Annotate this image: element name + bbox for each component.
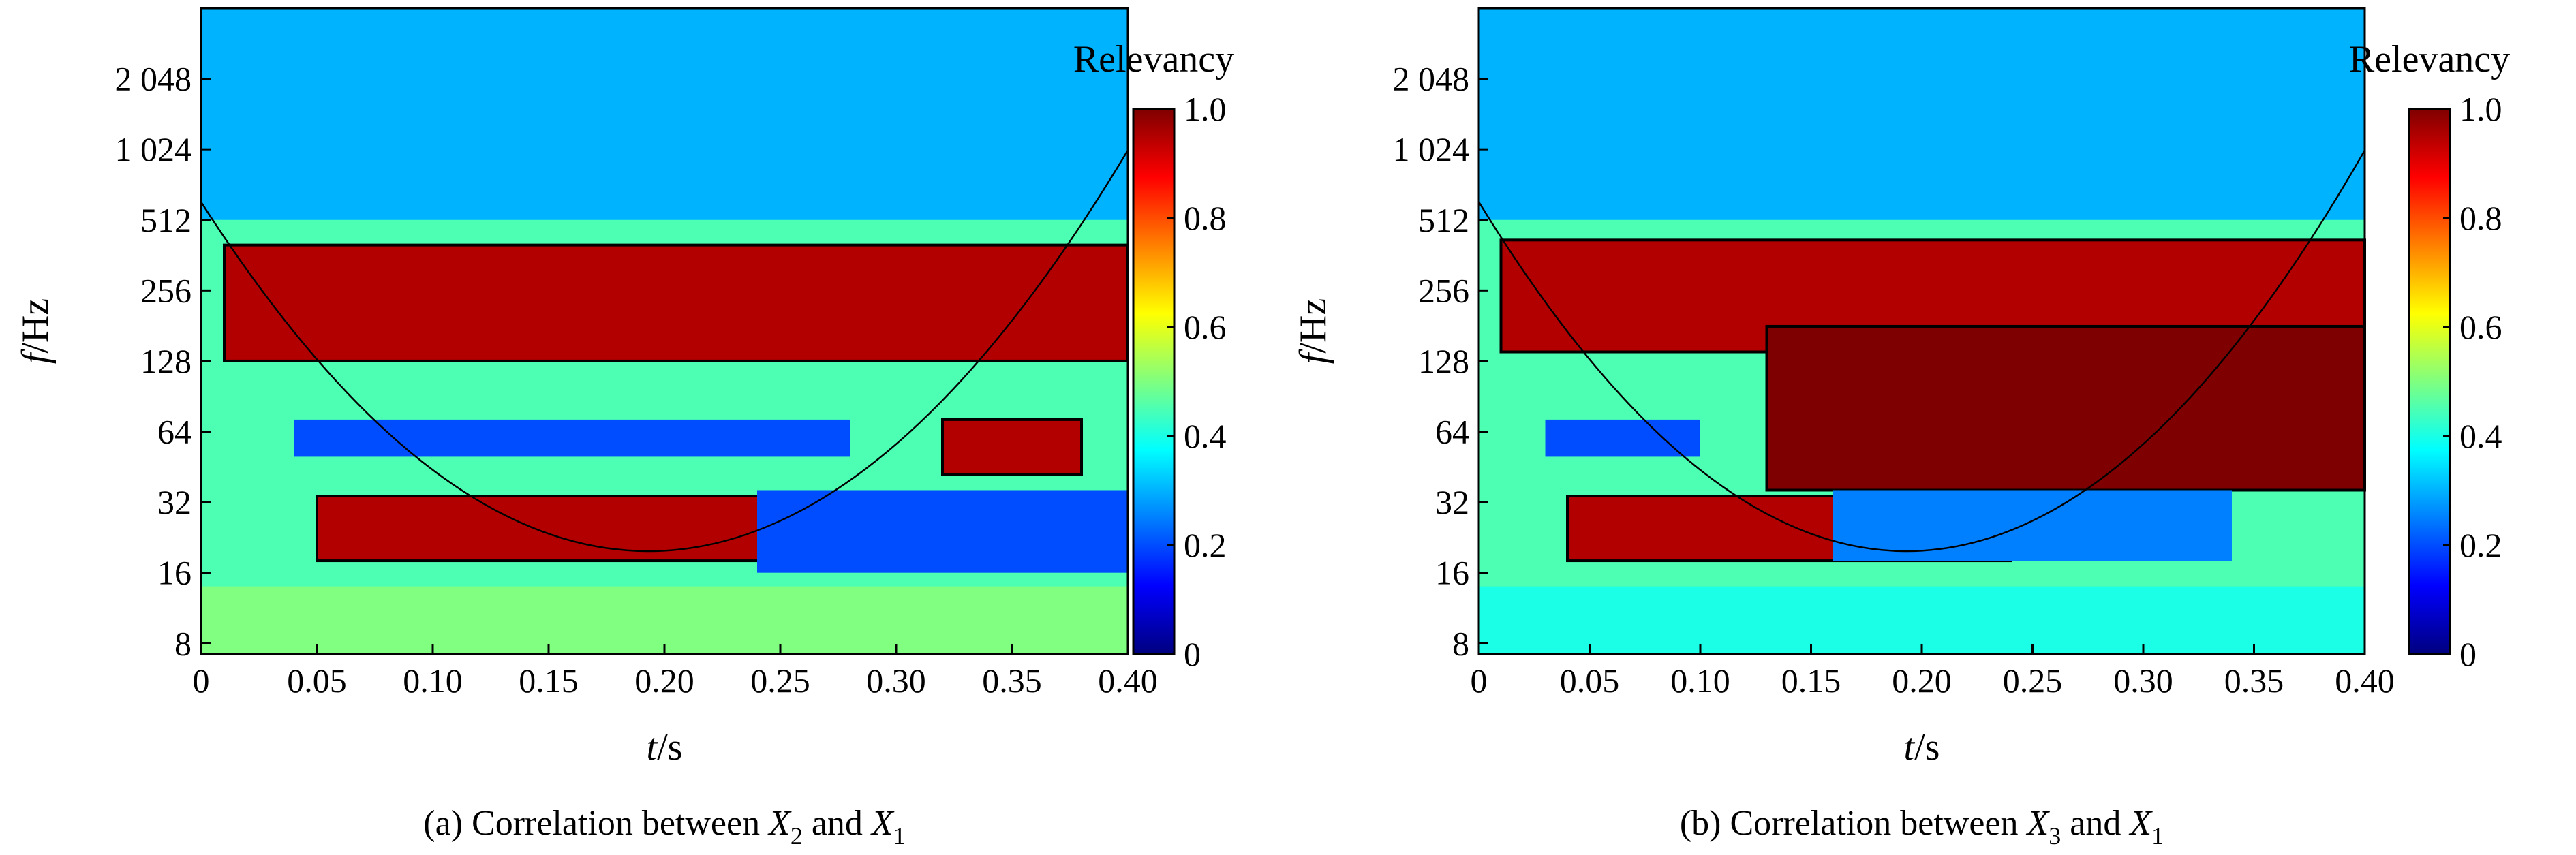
colorbar-title: Relevancy [2349, 38, 2510, 80]
heatmap-region-2 [294, 419, 850, 457]
heatmap-region-4 [316, 495, 782, 563]
heatmap-region-3 [941, 418, 1083, 476]
colorbar: Relevancy 0 0.2 0.4 0.6 0.8 1.0 [2349, 38, 2510, 673]
colorbar-tick-label: 0.4 [2459, 417, 2502, 455]
cone-of-influence [200, 149, 1129, 553]
y-tick-label: 16 [1435, 554, 1469, 592]
x-axis-label: t/s [647, 726, 683, 768]
x-tick-label: 0.10 [1670, 662, 1730, 700]
y-tick-label: 512 [140, 201, 191, 239]
x-tick-label: 0 [193, 662, 210, 700]
heatmap-region-2 [1765, 324, 2366, 492]
heatmap-region-0 [1479, 8, 2365, 220]
x-tick-label: 0.15 [1781, 662, 1841, 700]
y-tick-label: 64 [157, 413, 191, 451]
colorbar-tick-label: 0.6 [1184, 308, 1227, 346]
colorbar-tick-label: 0 [1184, 635, 1201, 673]
heatmap-region-6 [201, 586, 1128, 654]
x-tick-label: 0.40 [2335, 662, 2395, 700]
heatmap-region-5 [1833, 490, 2232, 561]
y-tick-label: 8 [174, 624, 191, 662]
colorbar: Relevancy 0 0.2 0.4 0.6 0.8 1.0 [1073, 38, 1234, 673]
y-tick-label: 32 [157, 483, 191, 521]
heatmap-region-5 [757, 490, 1128, 573]
panel-caption: (a) Correlation between X2 and X1 [423, 804, 905, 850]
colorbar-tick-label: 0.4 [1184, 417, 1227, 455]
colorbar-title: Relevancy [1073, 38, 1234, 80]
panel-b: 0 0.05 0.10 0.15 0.20 0.25 0.30 0.35 0.408163264… [1292, 7, 2510, 850]
x-tick-label: 0.30 [2113, 662, 2173, 700]
y-tick-label: 256 [1418, 271, 1469, 309]
colorbar-tick-label: 0 [2459, 635, 2477, 673]
y-tick-label: 32 [1435, 483, 1469, 521]
y-tick-label: 512 [1418, 201, 1469, 239]
x-tick-label: 0 [1471, 662, 1488, 700]
y-tick-label: 1 024 [1393, 130, 1470, 168]
heatmap-region-1 [223, 243, 1129, 362]
y-tick-label: 128 [140, 342, 191, 380]
x-tick-label: 0.30 [866, 662, 926, 700]
x-tick-label: 0.20 [634, 662, 694, 700]
heatmap-region-6 [1479, 586, 2365, 654]
colorbar-tick-label: 1.0 [2459, 90, 2502, 128]
x-axis-label: t/s [1904, 726, 1940, 768]
cone-of-influence [1477, 149, 2366, 553]
colorbar-gradient [1132, 108, 1176, 655]
y-axis-label: f/Hz [1292, 298, 1334, 364]
panel-caption: (b) Correlation between X3 and X1 [1680, 804, 2164, 850]
panel-a: 0 0.05 0.10 0.15 0.20 0.25 0.30 0.35 0.408163264… [14, 7, 1234, 850]
colorbar-tick-label: 0.2 [2459, 526, 2502, 564]
colorbar-gradient [2408, 108, 2451, 655]
x-tick-label: 0.15 [519, 662, 579, 700]
x-tick-label: 0.20 [1892, 662, 1952, 700]
y-axis-label: f/Hz [14, 298, 57, 364]
colorbar-tick-label: 0.8 [1184, 199, 1227, 237]
y-tick-label: 64 [1435, 413, 1469, 451]
x-tick-label: 0.35 [982, 662, 1042, 700]
y-tick-label: 2 048 [1393, 60, 1470, 98]
y-tick-label: 128 [1418, 342, 1469, 380]
x-tick-label: 0.25 [2003, 662, 2063, 700]
y-tick-label: 2 048 [115, 60, 192, 98]
y-tick-label: 16 [157, 554, 191, 592]
x-tick-label: 0.05 [287, 662, 347, 700]
heatmap-region-3 [1545, 419, 1700, 457]
colorbar-tick-label: 0.6 [2459, 308, 2502, 346]
x-tick-label: 0.10 [403, 662, 463, 700]
y-tick-label: 1 024 [115, 130, 192, 168]
y-tick-label: 256 [140, 271, 191, 309]
colorbar-tick-label: 0.2 [1184, 526, 1227, 564]
y-tick-label: 8 [1452, 624, 1469, 662]
colorbar-tick-label: 0.8 [2459, 199, 2502, 237]
x-tick-label: 0.25 [750, 662, 810, 700]
x-tick-label: 0.35 [2224, 662, 2284, 700]
heatmap-region-0 [201, 8, 1128, 220]
colorbar-tick-label: 1.0 [1184, 90, 1227, 128]
x-tick-label: 0.40 [1098, 662, 1158, 700]
x-tick-label: 0.05 [1560, 662, 1620, 700]
